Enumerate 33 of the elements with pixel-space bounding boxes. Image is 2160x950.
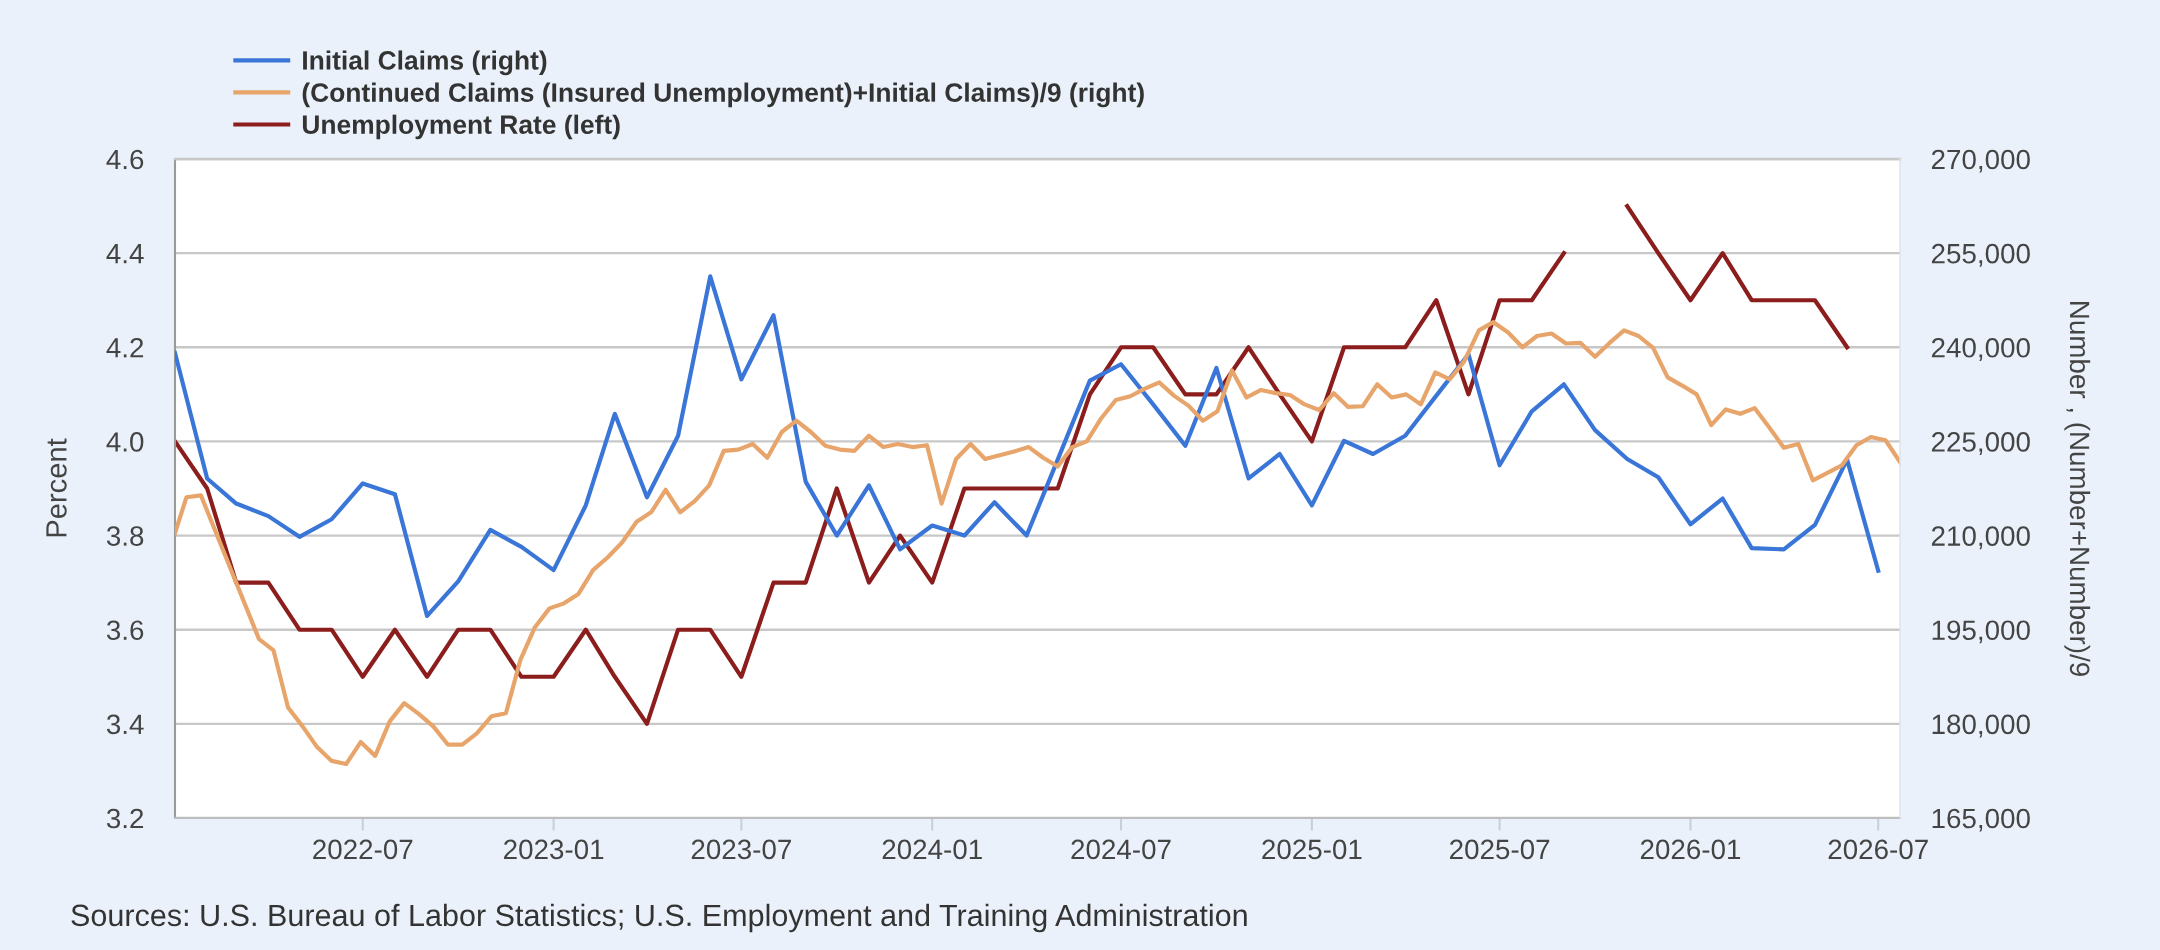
y-tick-label: 3.2 [106, 808, 144, 829]
legend-label: Unemployment Rate (left) [302, 114, 620, 140]
y-tick-label: 3.4 [106, 714, 144, 735]
x-tick-label: 2022-07 [313, 839, 413, 860]
y-axis-title: Percent [46, 438, 67, 537]
y2-tick-label: 210,000 [1931, 526, 2030, 550]
x-tick-label: 2024-01 [882, 839, 982, 860]
x-tick-label: 2025-01 [1262, 839, 1362, 860]
x-tick-label: 2024-07 [1071, 839, 1171, 860]
y-tick-label: 4.2 [106, 337, 144, 358]
x-tick-label: 2026-01 [1640, 839, 1741, 860]
y2-tick-label: 195,000 [1932, 620, 2030, 644]
y-tick-label: 3.6 [106, 620, 144, 641]
source-note: Sources: U.S. Bureau of Labor Statistics; U.S. Employment and Training Administration [71, 903, 1247, 933]
line-series [175, 320, 1900, 767]
x-tick-label: 2026-07 [1828, 839, 1928, 860]
x-tick-label: 2023-01 [504, 839, 604, 860]
legend-label: (Continued Claims (Insured Unemployment)+Initial Claims)/9 (right) [302, 82, 1144, 108]
line-series [175, 274, 1881, 618]
y2-tick-label: 270,000 [1931, 149, 2030, 173]
x-tick-label: 2023-07 [691, 839, 791, 860]
x-tick-label: 2025-07 [1450, 839, 1550, 860]
y-tick-label: 4.6 [106, 149, 144, 170]
y2-tick-label: 165,000 [1932, 808, 2030, 832]
y-tick-label: 4.4 [106, 244, 144, 264]
y2-tick-label: 180,000 [1932, 714, 2030, 738]
y-tick-label: 4.0 [106, 432, 144, 452]
legend-label: Initial Claims (right) [303, 50, 547, 76]
y2-tick-label: 255,000 [1931, 243, 2030, 267]
y2-axis-title: Number , (Number+Number)/9 [2064, 302, 2091, 676]
y-tick-label: 3.8 [106, 526, 144, 546]
y2-tick-label: 240,000 [1931, 337, 2030, 361]
y2-tick-label: 225,000 [1931, 432, 2030, 456]
